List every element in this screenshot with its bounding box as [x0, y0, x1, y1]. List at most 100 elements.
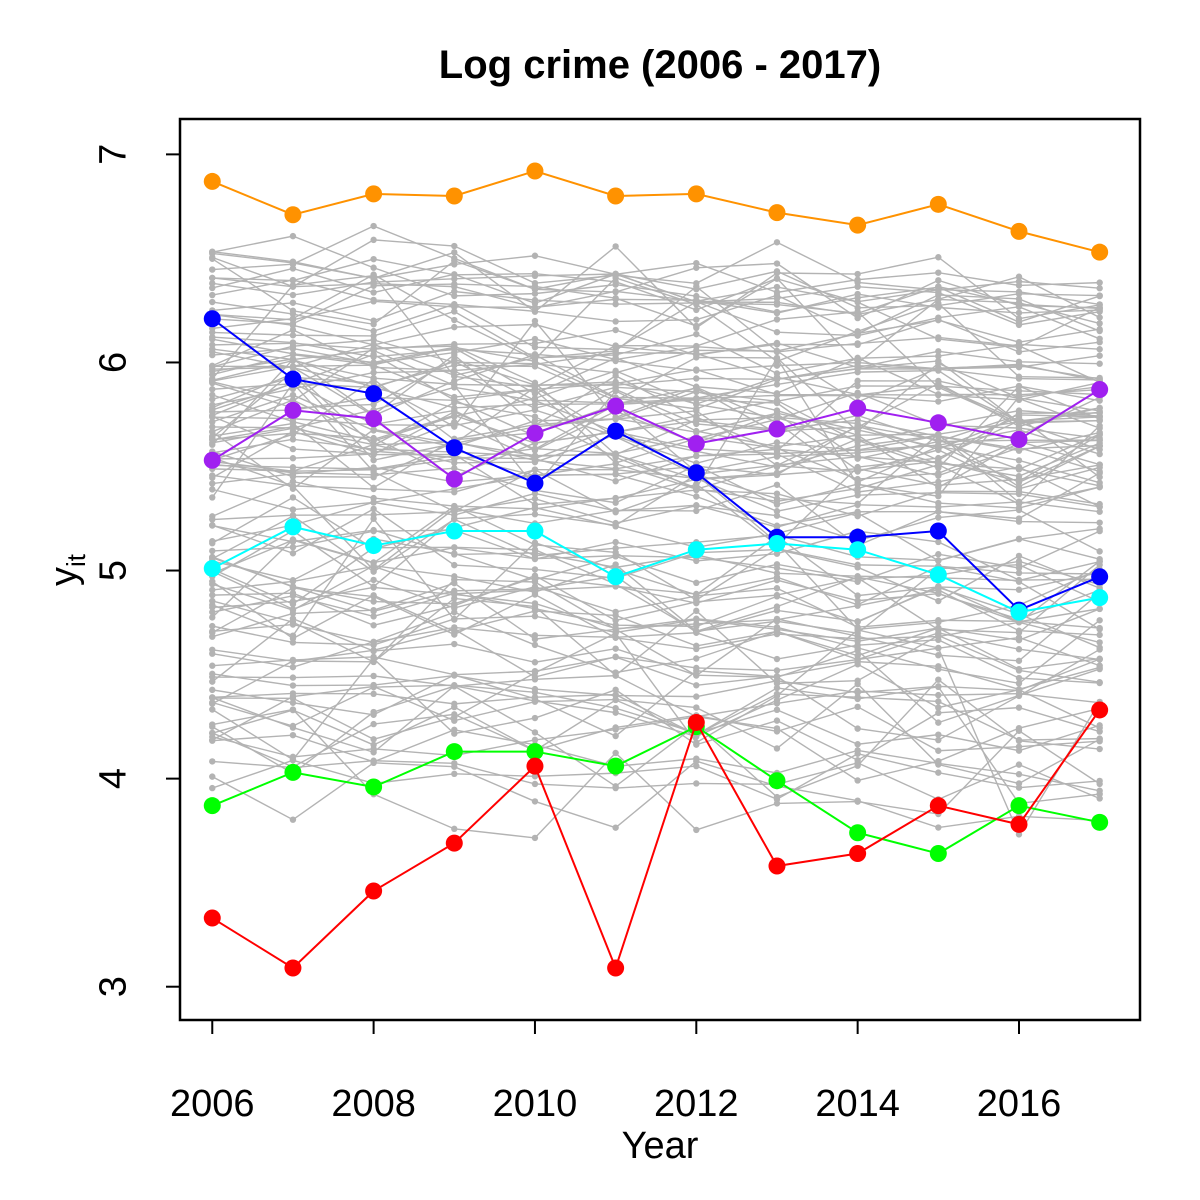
highlighted-point — [526, 424, 544, 442]
background-point — [612, 465, 619, 472]
background-point — [773, 655, 781, 663]
background-point — [773, 561, 781, 568]
y-tick-label: 3 — [92, 976, 134, 997]
background-point — [451, 255, 458, 262]
background-point — [1015, 498, 1023, 506]
background-point — [854, 777, 861, 784]
background-point — [451, 367, 458, 374]
background-series-line — [211, 546, 1101, 633]
background-point — [773, 673, 781, 680]
background-series-line — [212, 557, 1100, 649]
background-point — [854, 798, 861, 805]
highlighted-point — [849, 399, 867, 417]
background-series-line — [212, 628, 1100, 678]
background-series-line — [212, 353, 1100, 437]
highlighted-point — [607, 422, 625, 440]
background-point — [289, 326, 297, 334]
highlighted-point — [445, 439, 463, 457]
background-point — [451, 544, 458, 551]
background-point — [451, 626, 458, 633]
background-point — [370, 511, 377, 518]
background-point — [1015, 646, 1023, 653]
background-point — [209, 604, 216, 611]
background-point — [209, 333, 216, 341]
y-tick-label: 4 — [92, 768, 134, 789]
background-point — [531, 612, 539, 620]
background-point — [854, 435, 861, 443]
background-point — [1096, 301, 1103, 309]
background-point — [693, 682, 700, 689]
background-series-line — [212, 760, 1100, 801]
highlighted-point — [284, 206, 302, 224]
background-point — [1015, 290, 1023, 297]
background-point — [531, 511, 539, 518]
background-point — [1096, 279, 1103, 286]
background-point — [693, 330, 700, 338]
background-point — [451, 393, 458, 401]
background-point — [773, 706, 781, 714]
background-point — [773, 453, 781, 460]
background-point — [693, 672, 700, 679]
background-point — [773, 570, 781, 577]
highlighted-point — [445, 470, 463, 488]
background-point — [209, 694, 216, 701]
background-point — [854, 416, 861, 424]
background-point — [370, 317, 377, 324]
background-point — [773, 439, 781, 446]
background-point — [289, 473, 297, 480]
background-series-line — [212, 608, 1100, 646]
background-point — [531, 773, 539, 780]
highlighted-point — [687, 713, 705, 731]
x-tick-label: 2014 — [815, 1083, 900, 1125]
background-point — [370, 745, 377, 753]
background-point — [451, 602, 458, 609]
background-series-line — [212, 524, 1100, 582]
highlighted-point — [284, 763, 302, 781]
background-point — [1096, 442, 1103, 450]
background-point — [531, 736, 539, 744]
background-point — [854, 341, 861, 349]
highlighted-point — [849, 845, 867, 863]
background-series-line — [212, 431, 1100, 478]
highlighted-series-line — [211, 388, 1101, 481]
background-point — [1096, 346, 1103, 353]
background-point — [854, 618, 861, 625]
background-point — [935, 364, 942, 372]
background-series-line — [211, 587, 1100, 650]
background-point — [773, 295, 781, 302]
background-point — [1015, 321, 1023, 329]
background-point — [693, 366, 700, 373]
highlighted-point — [365, 385, 383, 403]
background-point — [1096, 468, 1103, 475]
background-point — [935, 633, 942, 640]
background-point — [289, 600, 297, 608]
background-point — [693, 780, 700, 787]
background-series-line — [212, 273, 1100, 379]
background-point — [209, 721, 216, 728]
background-point — [1015, 686, 1023, 693]
highlighted-point — [1091, 243, 1109, 261]
background-point — [1096, 631, 1103, 639]
background-point — [1096, 397, 1103, 404]
background-point — [854, 310, 861, 317]
highlighted-point — [768, 420, 786, 438]
background-point — [209, 580, 216, 588]
background-point — [451, 408, 458, 415]
background-series-line — [212, 707, 1100, 782]
highlighted-point — [284, 401, 302, 419]
background-point — [612, 470, 619, 478]
background-point — [693, 352, 700, 359]
background-point — [935, 665, 942, 673]
background-point — [854, 644, 861, 652]
background-point — [289, 430, 297, 437]
background-point — [531, 834, 539, 842]
background-point — [451, 579, 458, 587]
background-point — [693, 739, 700, 746]
background-point — [693, 296, 700, 304]
background-point — [209, 773, 216, 780]
background-point — [451, 561, 458, 569]
background-point — [209, 686, 216, 694]
background-point — [289, 283, 297, 290]
background-point — [289, 351, 297, 358]
background-point — [935, 472, 942, 479]
